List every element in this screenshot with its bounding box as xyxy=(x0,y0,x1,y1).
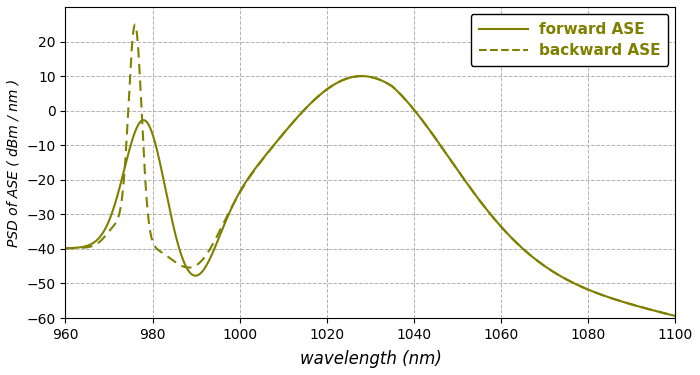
forward ASE xyxy=(542,265,550,269)
X-axis label: wavelength (nm): wavelength (nm) xyxy=(300,350,442,368)
backward ASE xyxy=(654,309,662,314)
forward ASE xyxy=(654,309,662,314)
backward ASE xyxy=(654,309,662,314)
backward ASE xyxy=(542,265,550,269)
Line: backward ASE: backward ASE xyxy=(66,25,676,316)
backward ASE xyxy=(62,246,70,250)
Line: forward ASE: forward ASE xyxy=(66,76,676,316)
backward ASE xyxy=(358,74,367,78)
forward ASE xyxy=(62,246,70,250)
Y-axis label: PSD of ASE ( dBm / nm ): PSD of ASE ( dBm / nm ) xyxy=(7,78,21,246)
forward ASE xyxy=(358,74,367,78)
forward ASE xyxy=(92,238,101,243)
backward ASE xyxy=(92,242,101,246)
Legend: forward ASE, backward ASE: forward ASE, backward ASE xyxy=(470,14,668,66)
backward ASE xyxy=(131,22,139,27)
backward ASE xyxy=(342,76,351,81)
forward ASE xyxy=(358,74,366,78)
backward ASE xyxy=(671,314,680,318)
forward ASE xyxy=(671,314,680,318)
forward ASE xyxy=(342,76,350,81)
forward ASE xyxy=(654,309,662,314)
